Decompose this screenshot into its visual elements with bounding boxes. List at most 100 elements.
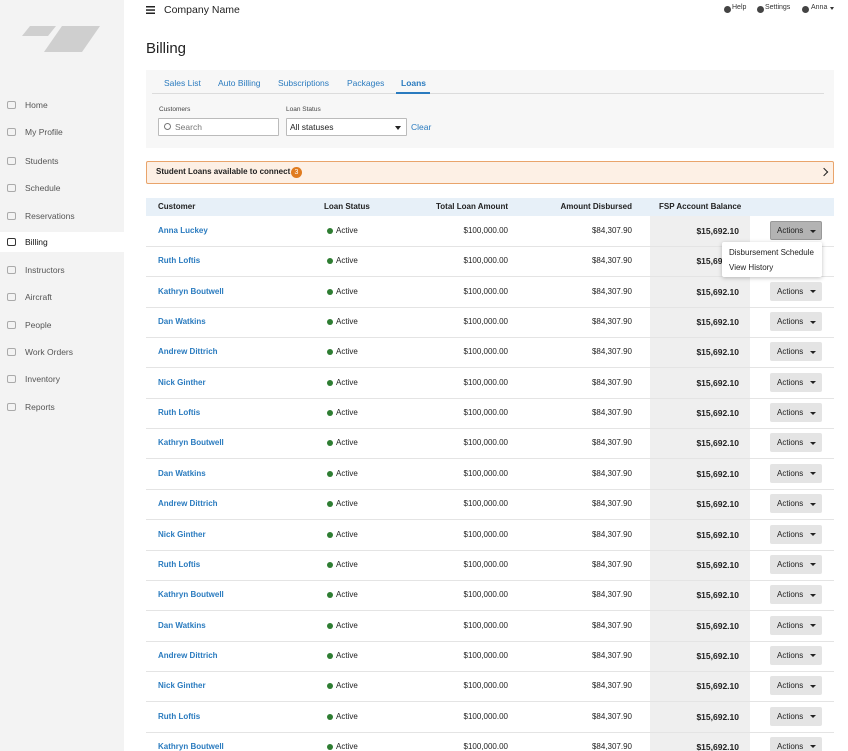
nav-item[interactable]: People: [25, 320, 52, 330]
fsp-balance: $15,692.10: [696, 438, 739, 449]
actions-button[interactable]: [770, 554, 822, 574]
nav-item[interactable]: Billing: [25, 237, 48, 247]
total-loan: $100,000.00: [463, 741, 509, 751]
banner[interactable]: [146, 161, 834, 184]
topbar-link[interactable]: Help: [732, 4, 747, 11]
actions-button[interactable]: [770, 312, 822, 332]
actions-button[interactable]: [770, 645, 822, 665]
status-dot: [327, 592, 333, 599]
total-loan: $100,000.00: [463, 529, 509, 539]
nav-item[interactable]: Aircraft: [25, 292, 52, 302]
nav-item[interactable]: Instructors: [25, 265, 65, 275]
amount-disbursed: $84,307.90: [591, 347, 632, 357]
topbar-icon[interactable]: [724, 6, 731, 13]
customer-link[interactable]: Dan Watkins: [158, 468, 206, 478]
tab[interactable]: Sales List: [164, 78, 201, 88]
row-divider: [146, 428, 834, 429]
nav-icon: [7, 403, 16, 411]
actions-button[interactable]: [770, 221, 822, 240]
nav-item[interactable]: Reports: [25, 402, 55, 412]
customer-link[interactable]: Kathryn Boutwell: [158, 741, 224, 751]
loan-status: Active: [336, 408, 358, 418]
fsp-balance: $15,692.10: [696, 499, 739, 510]
nav-item[interactable]: My Profile: [25, 127, 63, 137]
nav-item[interactable]: Students: [25, 156, 59, 166]
amount-disbursed: $84,307.90: [591, 620, 632, 630]
loan-status: Active: [336, 377, 358, 387]
actions-caret: [810, 229, 816, 233]
actions-button[interactable]: [770, 676, 822, 696]
customer-link[interactable]: Kathryn Boutwell: [158, 590, 224, 600]
topbar-icon[interactable]: [757, 6, 764, 13]
actions-label: Actions: [777, 347, 804, 357]
nav-item[interactable]: Schedule: [25, 183, 61, 193]
actions-caret: [810, 290, 816, 294]
customer-link[interactable]: Andrew Dittrich: [158, 499, 218, 509]
fsp-balance: $15,692.10: [696, 347, 739, 358]
actions-button[interactable]: [770, 433, 822, 453]
loan-status: Active: [336, 468, 358, 478]
row-divider: [146, 489, 834, 490]
customer-link[interactable]: Ruth Loftis: [158, 256, 201, 266]
actions-button[interactable]: [770, 615, 822, 635]
actions-button[interactable]: [770, 585, 822, 605]
actions-button[interactable]: [770, 372, 822, 392]
actions-caret: [810, 350, 816, 354]
nav-item[interactable]: Reservations: [25, 211, 75, 221]
banner-text: Student Loans available to connect: [156, 167, 291, 176]
amount-disbursed: $84,307.90: [591, 408, 632, 418]
amount-disbursed: $84,307.90: [591, 711, 632, 721]
customer-link[interactable]: Ruth Loftis: [158, 711, 201, 721]
actions-label: Actions: [777, 286, 804, 296]
actions-label: Actions: [777, 529, 804, 539]
status-select[interactable]: [286, 118, 407, 136]
nav-item[interactable]: Work Orders: [25, 347, 74, 357]
actions-button[interactable]: [770, 494, 822, 514]
actions-button[interactable]: [770, 403, 822, 423]
total-loan: $100,000.00: [463, 226, 509, 235]
actions-button[interactable]: [770, 524, 822, 544]
loan-status: Active: [336, 529, 358, 539]
actions-label: Actions: [777, 499, 804, 509]
dropdown-item[interactable]: Disbursement Schedule: [729, 248, 814, 257]
customer-link[interactable]: Nick Ginther: [158, 377, 206, 387]
clear-link[interactable]: Clear: [411, 122, 432, 132]
customer-link[interactable]: Andrew Dittrich: [158, 347, 218, 357]
customer-link[interactable]: Ruth Loftis: [158, 408, 201, 418]
fsp-balance: $15,692.10: [696, 590, 739, 601]
dropdown-item[interactable]: View History: [729, 263, 774, 272]
customer-link[interactable]: Dan Watkins: [158, 317, 206, 327]
menu-icon[interactable]: [146, 6, 155, 14]
select-caret: [395, 126, 401, 130]
customer-link[interactable]: Andrew Dittrich: [158, 650, 218, 660]
nav-item[interactable]: Inventory: [25, 374, 60, 384]
customer-link[interactable]: Dan Watkins: [158, 620, 206, 630]
nav-item[interactable]: Home: [25, 100, 48, 110]
topbar-link[interactable]: Settings: [765, 4, 791, 11]
customer-link[interactable]: Kathryn Boutwell: [158, 286, 224, 296]
actions-button[interactable]: [770, 463, 822, 483]
tab[interactable]: Loans: [401, 78, 427, 88]
customer-link[interactable]: Nick Ginther: [158, 529, 206, 539]
nav-icon: [7, 184, 16, 192]
actions-button[interactable]: [770, 706, 822, 726]
total-loan: $100,000.00: [463, 438, 509, 448]
tab[interactable]: Subscriptions: [278, 78, 330, 88]
row-divider: [146, 671, 834, 672]
topbar-icon[interactable]: [802, 6, 809, 13]
customer-link[interactable]: Kathryn Boutwell: [158, 438, 224, 448]
customer-link[interactable]: Nick Ginther: [158, 681, 206, 691]
actions-label: Actions: [777, 620, 804, 630]
actions-button[interactable]: [770, 736, 822, 751]
tab[interactable]: Packages: [347, 78, 385, 88]
customer-link[interactable]: Ruth Loftis: [158, 559, 201, 569]
nav-icon: [7, 101, 16, 109]
actions-button[interactable]: [770, 342, 822, 362]
tab[interactable]: Auto Billing: [218, 78, 261, 88]
customer-link[interactable]: Anna Luckey: [158, 226, 208, 235]
total-loan: $100,000.00: [463, 620, 509, 630]
topbar-link[interactable]: Anna: [811, 4, 828, 11]
search-input[interactable]: [158, 118, 279, 136]
actions-button[interactable]: [770, 281, 822, 301]
status-dot: [327, 622, 333, 629]
